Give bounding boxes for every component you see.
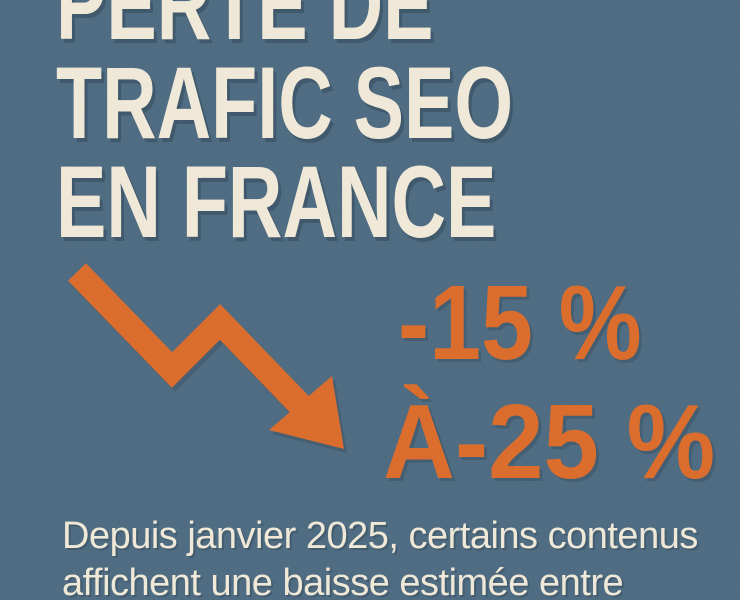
stat-secondary: À-25 % — [383, 383, 716, 501]
description-line-2: affichent une baisse estimée entre — [62, 562, 624, 600]
description-text: Depuis janvier 2025, certains contenus a… — [62, 513, 698, 600]
description-line-1: Depuis janvier 2025, certains contenus — [62, 515, 698, 557]
stat-primary: -15 % — [398, 264, 642, 382]
